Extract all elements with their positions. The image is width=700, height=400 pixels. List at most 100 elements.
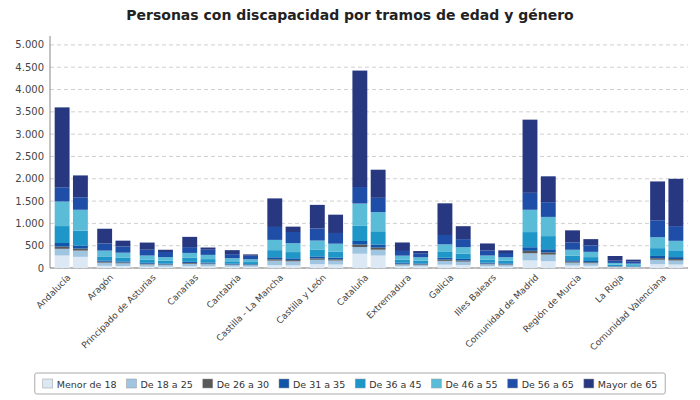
bar-segment: Aragón — De 46 a 55: 115: [116, 253, 131, 258]
bar-segment: Cataluña — De 56 a 65: 320: [371, 198, 386, 212]
bar-segment: Castilla - La Mancha — De 36 a 45: 140: [286, 252, 301, 258]
y-tick-label: 0: [38, 263, 44, 274]
bar-segment: Illes Balears — De 18 a 25: 45: [480, 264, 495, 266]
bar-segment: Principado de Asturias — Mayor de 65: 16…: [140, 243, 155, 250]
bar-segment: Comunidad de Madrid — De 31 a 35: 80: [523, 247, 538, 251]
bar-segment: Galicia — Menor de 18: 75: [437, 265, 452, 268]
bar-segment: Cantabria — De 56 a 65: 90: [225, 254, 240, 258]
bar-segment: Galicia — De 56 a 65: 210: [437, 235, 452, 244]
x-tick-label: Andalucía: [34, 272, 72, 310]
bar-segment: Galicia — Menor de 18: 68: [456, 265, 471, 268]
grid-line: [50, 134, 688, 135]
bar-segment: Castilla y León — De 36 a 45: 155: [310, 249, 325, 256]
bar-segment: Aragón — Mayor de 65: 330: [97, 229, 112, 244]
bar-segment: Andalucía — De 36 a 45: 330: [73, 231, 88, 246]
bar-segment: Extremadura — De 26 a 30: 13: [413, 264, 428, 266]
legend-entry: Menor de 18: [57, 379, 117, 390]
bar-segment: Comunidad de Madrid — De 18 a 25: 145: [541, 255, 556, 261]
bar-segment: Galicia — De 46 a 55: 148: [456, 247, 471, 254]
bar-segment: Cataluña — De 26 a 30: 55: [352, 245, 367, 247]
bar-segment: Cataluña — De 31 a 35: 80: [352, 241, 367, 245]
bar-segment: Castilla - La Mancha — Mayor de 65: 120: [286, 227, 301, 232]
bar-segment: Comunidad Valenciana — De 26 a 30: 32: [668, 259, 683, 260]
y-tick-label: 4.500: [15, 62, 44, 73]
bar-segment: Castilla y León — De 31 a 35: 45: [310, 256, 325, 258]
bar-segment: Cataluña — De 46 a 55: 500: [352, 204, 367, 226]
legend-entry: De 36 a 45: [369, 379, 421, 390]
bar-segment: Extremadura — De 18 a 25: 40: [395, 264, 410, 266]
x-tick-label: La Rioja: [593, 272, 625, 304]
bar-segment: Andalucía — De 56 a 65: 280: [73, 197, 88, 209]
bar-segment: Canarias — De 46 a 55: 95: [201, 255, 216, 259]
bar-segment: Principado de Asturias — Mayor de 65: 50: [158, 250, 173, 252]
bar-segment: Canarias — De 56 a 65: 115: [201, 250, 216, 255]
x-tick-label: Comunidad Valenciana: [588, 272, 668, 352]
bar-segment: Castilla y León — De 56 a 65: 270: [310, 229, 325, 241]
bar-segment: Castilla - La Mancha — Menor de 18: 65: [267, 265, 282, 268]
grid-line: [50, 111, 688, 112]
bar-segment: Cantabria — De 46 a 55: 70: [225, 258, 240, 261]
bar-segment: Illes Balears — De 56 a 65: 110: [480, 251, 495, 256]
bar-segment: Castilla - La Mancha — De 31 a 35: 40: [286, 258, 301, 260]
bar-segment: Galicia — De 26 a 30: 25: [456, 261, 471, 262]
bar-segment: Galicia — De 36 a 45: 115: [456, 254, 471, 259]
bar-segment: Canarias — Menor de 18: 38: [201, 266, 216, 268]
bar-segment: Región de Murcia — De 56 a 65: 165: [565, 242, 580, 249]
bar-segment: Principado de Asturias — De 36 a 45: 65: [158, 261, 173, 264]
bar-segment: Castilla y León — De 26 a 30: 27: [328, 259, 343, 260]
bar-segment: La Rioja — Mayor de 65: 105: [608, 256, 623, 261]
legend-swatch: [355, 379, 365, 388]
bar-segment: Comunidad Valenciana — De 56 a 65: 330: [668, 226, 683, 241]
x-tick-label: Cantabria: [205, 272, 243, 310]
bar-segment: Comunidad de Madrid — Menor de 18: 170: [523, 260, 538, 268]
bar-segment: Cataluña — De 46 a 55: 430: [371, 212, 386, 231]
bar-segment: Aragón — De 26 a 30: 18: [116, 262, 131, 264]
bar-segment: Aragón — De 26 a 30: 20: [97, 261, 112, 263]
bar-segment: Castilla y León — De 46 a 55: 200: [310, 241, 325, 250]
bar-segment: Comunidad de Madrid — De 46 a 55: 430: [541, 217, 556, 236]
bar-segment: Región de Murcia — De 18 a 25: 65: [565, 263, 580, 266]
bar-segment: Canarias — De 56 a 65: 130: [182, 247, 197, 253]
bar-segment: Illes Balears — De 18 a 25: 40: [498, 265, 513, 267]
bar-segment: La Rioja — De 18 a 25: 14: [626, 266, 641, 268]
bar-segment: Andalucía — De 18 a 25: 150: [55, 249, 70, 256]
y-tick-label: 4.000: [15, 84, 44, 95]
bar-segment: Extremadura — De 36 a 45: 70: [395, 260, 410, 263]
bar-segment: Castilla - La Mancha — De 18 a 25: 90: [286, 261, 301, 265]
y-tick-label: 3.500: [15, 106, 44, 117]
bar-segment: Andalucía — De 46 a 55: 550: [55, 202, 70, 227]
bar-segment: Cataluña — Mayor de 65: 630: [371, 170, 386, 198]
bar-segment: Cantabria — De 56 a 65: 80: [243, 256, 258, 260]
bar-segment: Illes Balears — De 56 a 65: 95: [498, 253, 513, 257]
bar-segment: Cantabria — Menor de 18: 28: [243, 267, 258, 268]
y-axis: [50, 36, 51, 268]
bar-segment: Aragón — De 36 a 45: 80: [116, 258, 131, 262]
legend: Menor de 18De 18 a 25De 26 a 30De 31 a 3…: [35, 373, 665, 394]
bar-segment: Illes Balears — Menor de 18: 38: [480, 266, 495, 268]
chart: Personas con discapacidad por tramos de …: [0, 0, 700, 400]
bar-segment: Región de Murcia — De 56 a 65: 145: [583, 245, 598, 251]
bar-segment: La Rioja — Menor de 18: 13: [626, 267, 641, 268]
bar-segment: Extremadura — De 36 a 45: 60: [413, 261, 428, 264]
bar-segment: Comunidad de Madrid — De 36 a 45: 295: [541, 236, 556, 249]
bar-segment: Castilla y León — De 36 a 45: 135: [328, 251, 343, 257]
bar-segment: Illes Balears — De 36 a 45: 70: [480, 260, 495, 263]
bar-segment: Principado de Asturias — De 46 a 55: 90: [140, 256, 155, 260]
bar-segment: Aragón — De 31 a 35: 25: [116, 261, 131, 262]
bar-segment: La Rioja — De 56 a 65: 44: [626, 262, 641, 264]
bar-segment: Comunidad de Madrid — Mayor de 65: 1640: [523, 120, 538, 193]
bar-segment: Canarias — De 18 a 25: 48: [201, 264, 216, 266]
legend-swatch: [127, 379, 137, 388]
bar-segment: Andalucía — Menor de 18: 280: [55, 256, 70, 268]
legend-entry: De 26 a 30: [217, 379, 269, 390]
bar-segment: Región de Murcia — De 36 a 45: 100: [565, 256, 580, 260]
bar-segment: La Rioja — Mayor de 65: 45: [626, 260, 641, 262]
bar-segment: Castilla y León — De 46 a 55: 175: [328, 244, 343, 252]
bar-segment: Castilla y León — Menor de 18: 85: [310, 264, 325, 268]
grid-line: [50, 223, 688, 224]
bar-segment: Comunidad de Madrid — De 46 a 55: 500: [523, 210, 538, 232]
bar-segment: Castilla - La Mancha — De 46 a 55: 230: [267, 240, 282, 250]
bar-segment: Principado de Asturias — De 26 a 30: 15: [140, 263, 155, 265]
bar-segment: Región de Murcia — De 46 a 55: 135: [565, 250, 580, 256]
bar-segment: Cantabria — Mayor de 65: 30: [243, 254, 258, 255]
